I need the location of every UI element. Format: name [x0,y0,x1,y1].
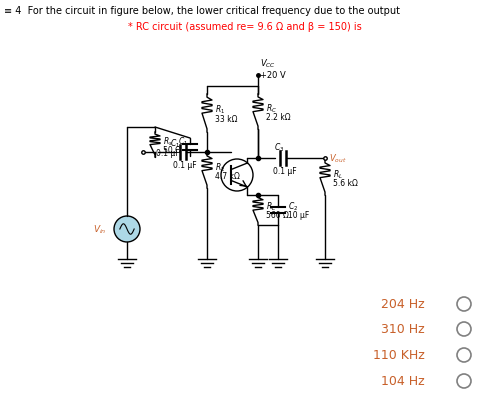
Text: 4.7 kΩ: 4.7 kΩ [215,171,240,180]
Text: $R_2$: $R_2$ [215,161,225,173]
Text: 2.2 kΩ: 2.2 kΩ [266,113,291,122]
Text: 50 Ω: 50 Ω [163,146,181,154]
Text: $V_{CC}$: $V_{CC}$ [260,57,276,70]
Text: 104 Hz: 104 Hz [381,375,425,387]
Text: $R_L$: $R_L$ [333,168,343,180]
Text: $R_C$: $R_C$ [266,102,277,114]
Text: $R_E$: $R_E$ [266,200,277,213]
Text: +20 V: +20 V [260,71,286,80]
Text: $C_1$: $C_1$ [178,135,188,148]
Text: 110 KHz: 110 KHz [373,349,425,362]
Text: 310 Hz: 310 Hz [381,323,425,336]
Text: * RC circuit (assumed re= 9.6 Ω and β = 150) is: * RC circuit (assumed re= 9.6 Ω and β = … [128,22,362,32]
Circle shape [114,216,140,242]
Text: $C_3$: $C_3$ [274,141,284,154]
Text: $R_s$: $R_s$ [163,135,173,147]
Text: $C_1$: $C_1$ [170,138,180,150]
Text: $R_1$: $R_1$ [215,104,225,116]
Text: 0.1 μF: 0.1 μF [273,167,297,176]
Circle shape [221,159,253,192]
Text: 5.6 kΩ: 5.6 kΩ [333,178,358,188]
Text: $C_2$: $C_2$ [288,200,298,213]
Text: $V_{in}$: $V_{in}$ [94,223,107,236]
Text: ≡ 4  For the circuit in figure below, the lower critical frequency due to the ou: ≡ 4 For the circuit in figure below, the… [4,6,400,16]
Text: 0.1 μF: 0.1 μF [156,148,180,157]
Text: 0.1 μF: 0.1 μF [173,161,197,170]
Text: 560 Ω: 560 Ω [266,211,289,220]
Text: $V_{out}$: $V_{out}$ [329,152,346,165]
Text: 10 μF: 10 μF [288,211,309,220]
Text: 33 kΩ: 33 kΩ [215,114,238,123]
Text: 204 Hz: 204 Hz [381,298,425,311]
